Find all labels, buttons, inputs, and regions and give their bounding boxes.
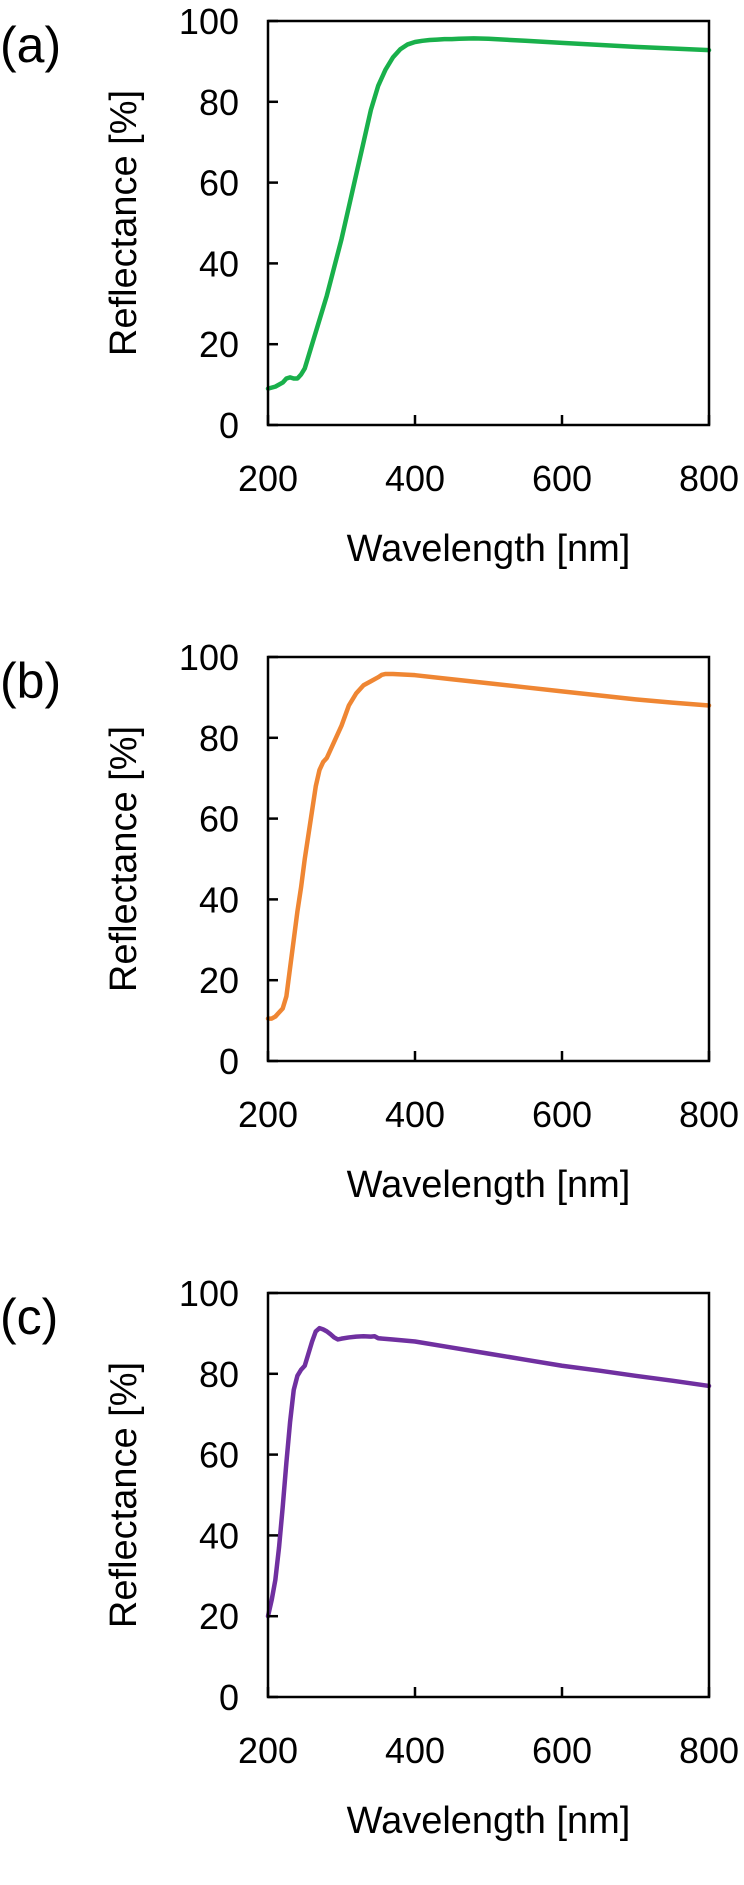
x-tick-label: 200 (238, 458, 298, 499)
y-tick-label: 20 (199, 1596, 239, 1637)
y-axis-label: Reflectance [%] (103, 1362, 145, 1628)
panel-label: (b) (0, 653, 61, 709)
chart-svg: (a) 200 400 600 800 0 20 40 60 80 100 Wavelength [n… (0, 1, 739, 570)
chart-panel-b: (b) 200 400 600 800 0 20 40 60 80 100 Wavelength [n… (0, 636, 744, 1249)
y-tick-label: 60 (199, 163, 239, 204)
x-tick-label: 600 (532, 458, 592, 499)
y-tick-label: 60 (199, 799, 239, 840)
x-tick-label: 800 (679, 1094, 739, 1135)
y-tick-label: 0 (219, 405, 239, 446)
y-tick-label: 100 (179, 1, 239, 42)
x-tick-label: 600 (532, 1730, 592, 1771)
x-tick-label: 200 (238, 1094, 298, 1135)
y-axis-label: Reflectance [%] (103, 726, 145, 992)
series-line (265, 671, 712, 1021)
panel-label: (a) (0, 17, 61, 73)
y-tick-label: 20 (199, 324, 239, 365)
y-tick-label: 80 (199, 718, 239, 759)
series-line (265, 1325, 712, 1619)
y-tick-label: 0 (219, 1677, 239, 1718)
chart-panel-a: (a) 200 400 600 800 0 20 40 60 80 100 Wavelength [n… (0, 0, 744, 613)
plot-frame (266, 655, 711, 1063)
y-tick-label: 100 (179, 1273, 239, 1314)
y-tick-label: 100 (179, 637, 239, 678)
x-tick-label: 400 (385, 1730, 445, 1771)
x-axis-label: Wavelength [nm] (347, 1164, 631, 1206)
plot-frame (266, 19, 711, 427)
x-tick-label: 400 (385, 458, 445, 499)
y-tick-label: 20 (199, 960, 239, 1001)
x-tick-label: 200 (238, 1730, 298, 1771)
y-tick-label: 80 (199, 82, 239, 123)
plot-frame (266, 1291, 711, 1699)
x-tick-label: 800 (679, 458, 739, 499)
x-axis-label: Wavelength [nm] (347, 528, 631, 570)
y-tick-label: 40 (199, 879, 239, 920)
series-line (265, 36, 712, 391)
chart-panel-c: (c) 200 400 600 800 0 20 40 60 80 100 Wavelength [n… (0, 1272, 744, 1885)
y-tick-label: 40 (199, 1515, 239, 1556)
chart-svg: (c) 200 400 600 800 0 20 40 60 80 100 Wavelength [n… (0, 1273, 739, 1842)
y-tick-label: 40 (199, 243, 239, 284)
y-tick-label: 0 (219, 1041, 239, 1082)
chart-svg: (b) 200 400 600 800 0 20 40 60 80 100 Wavelength [n… (0, 637, 739, 1206)
x-tick-label: 800 (679, 1730, 739, 1771)
x-tick-label: 400 (385, 1094, 445, 1135)
x-axis-label: Wavelength [nm] (347, 1800, 631, 1842)
y-axis-label: Reflectance [%] (103, 90, 145, 356)
y-tick-label: 80 (199, 1354, 239, 1395)
y-tick-label: 60 (199, 1435, 239, 1476)
x-tick-label: 600 (532, 1094, 592, 1135)
panel-label: (c) (0, 1289, 58, 1345)
